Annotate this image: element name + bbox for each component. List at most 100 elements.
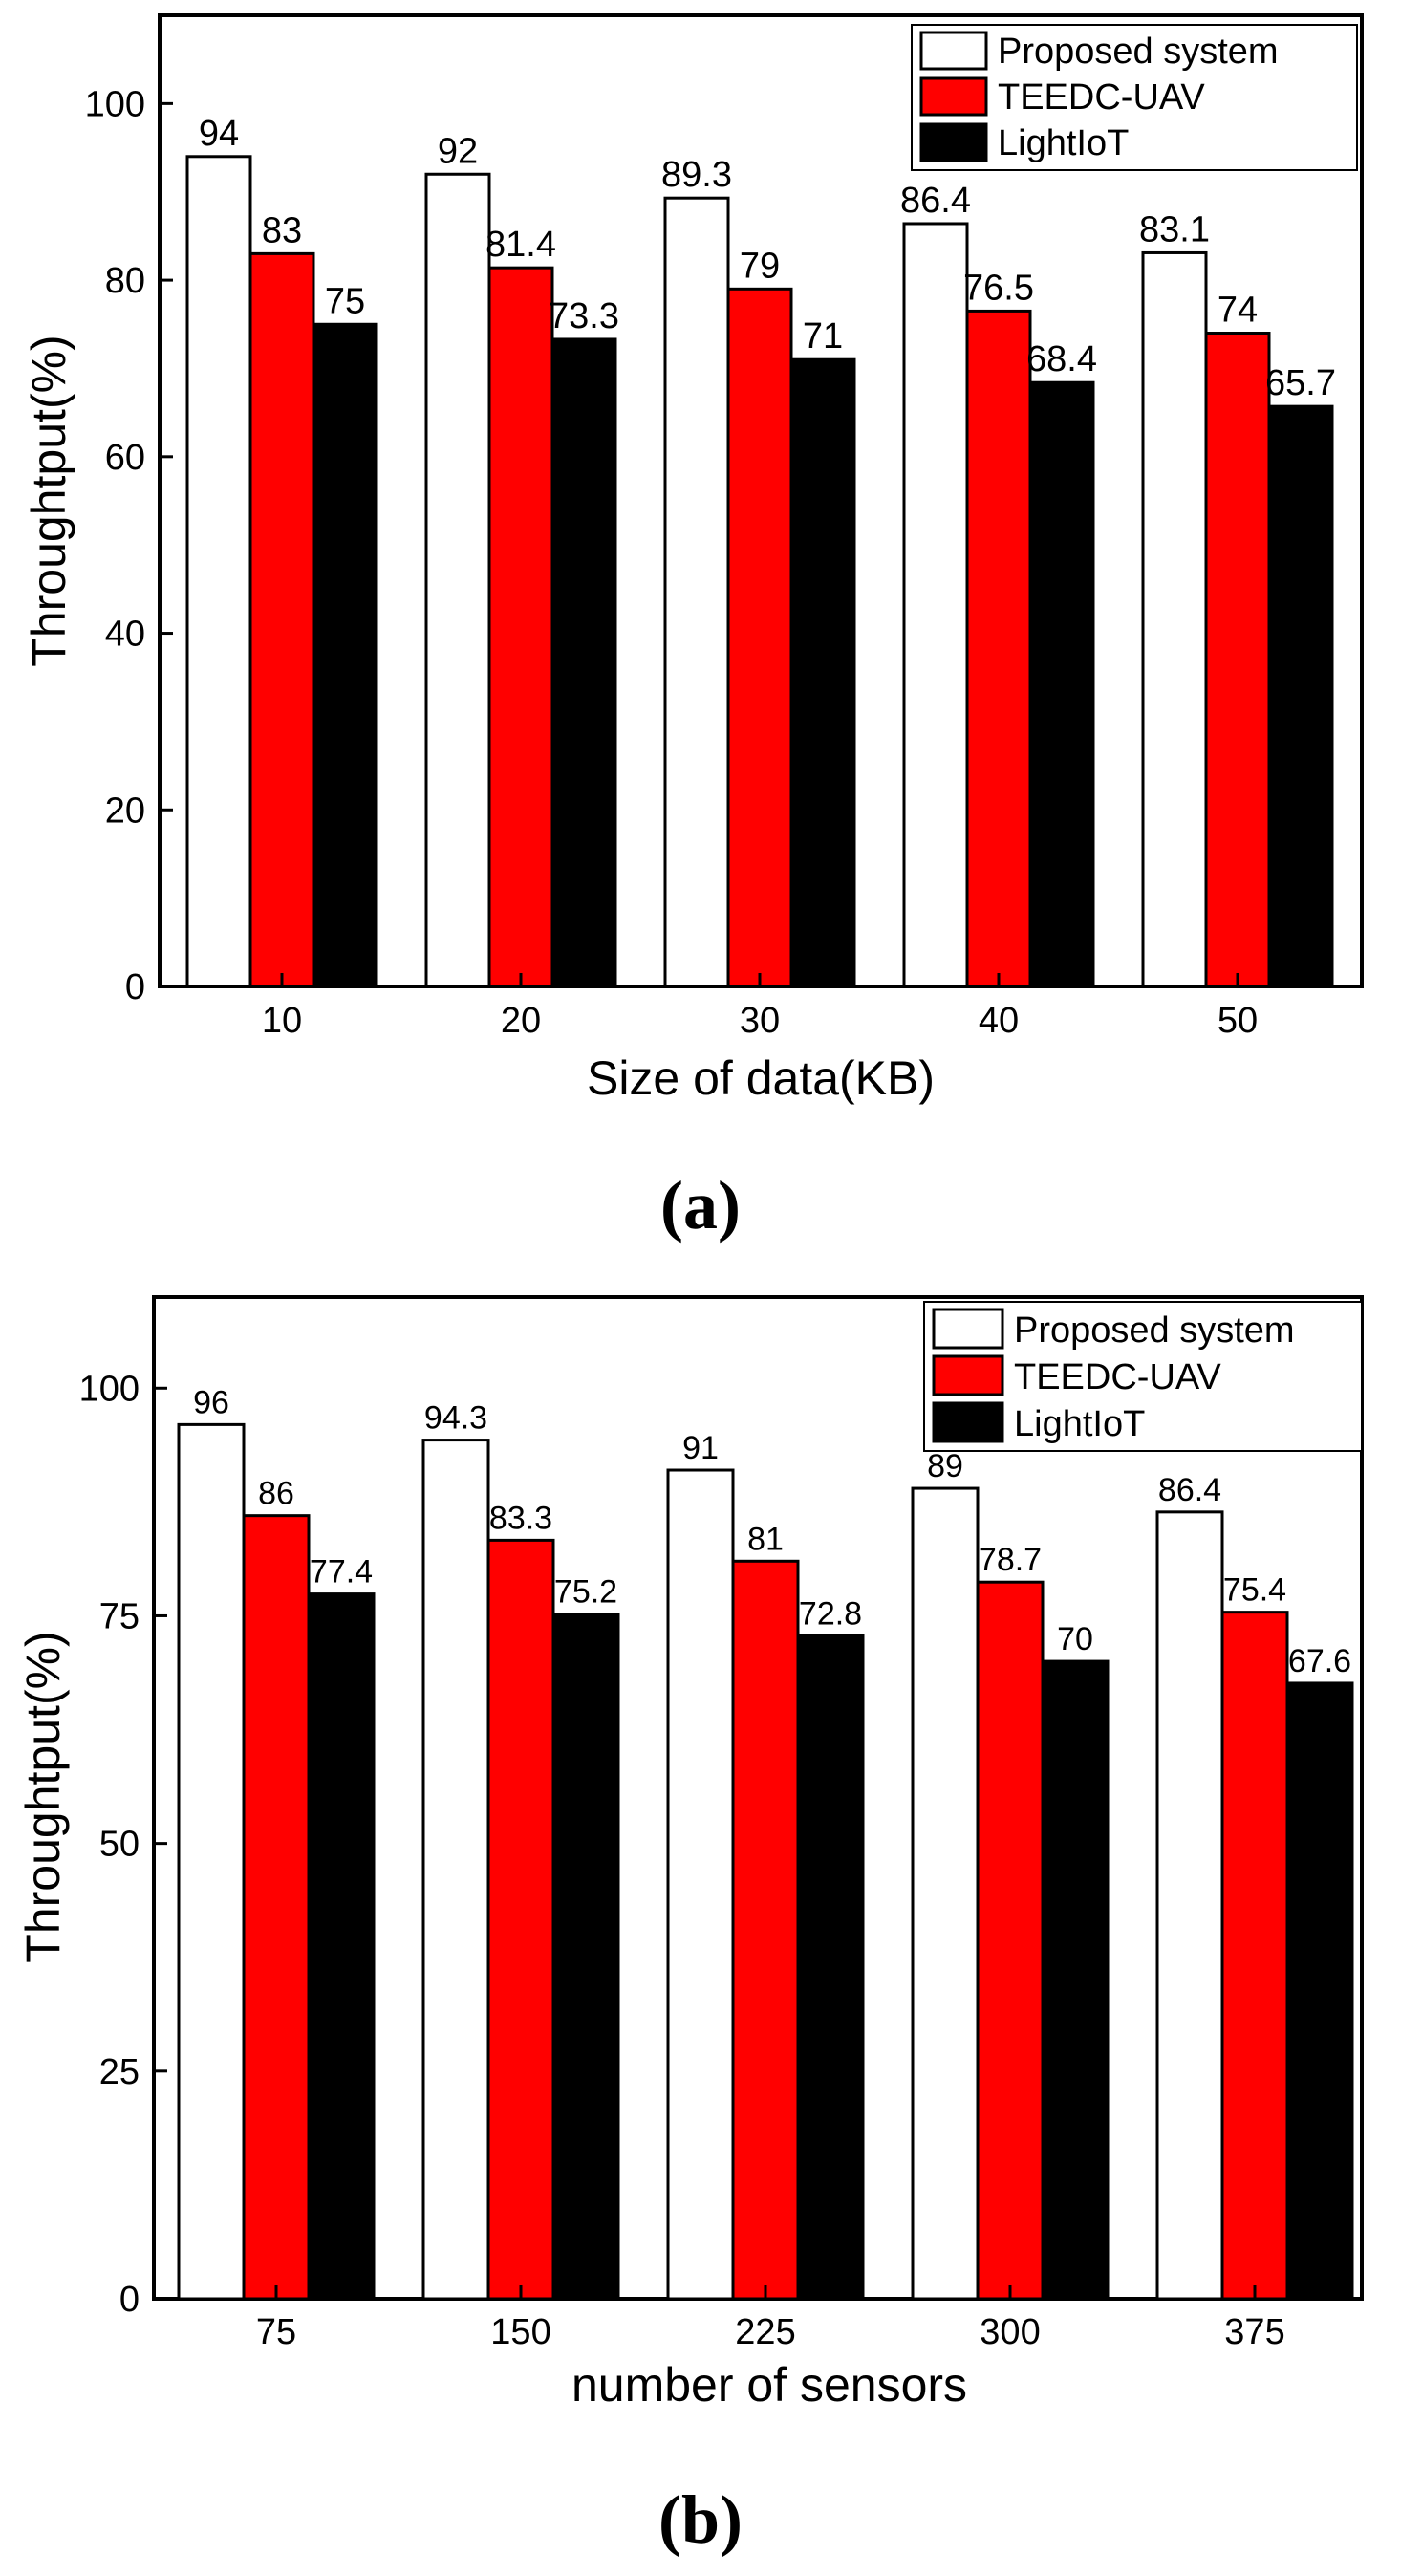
chart-b-y-tick-label: 50 [99, 1825, 140, 1865]
chart-a-plot-area: 94 83 75 92 81.4 73.3 89.3 79 71 86.4 76.5 68.4 83.1… [185, 114, 1336, 988]
chart-b-bar-value-label: 78.7 [979, 1542, 1042, 1578]
chart-b-bar-value-label: 67.6 [1288, 1643, 1351, 1679]
chart-a-bar-lightiot [1267, 404, 1334, 988]
chart-b-x-tick-label: 75 [256, 2312, 296, 2352]
chart-a-x-tick-label: 50 [1218, 1001, 1258, 1041]
chart-a-bar-lightiot [789, 357, 856, 988]
chart-a-bar-proposed-system [1141, 250, 1208, 988]
chart-a-bar-teedc-uav [726, 287, 793, 988]
chart-a-bar-proposed-system [902, 222, 969, 988]
chart-a-bar-value-label: 94 [199, 114, 239, 154]
chart-a-bar-value-label: 65.7 [1265, 363, 1336, 403]
chart-b-bar-proposed-system [421, 1439, 490, 2301]
chart-a-legend-swatch [919, 76, 988, 117]
chart-b-bar-value-label: 81 [747, 1521, 784, 1557]
chart-a-y-tick-label: 60 [105, 438, 145, 478]
chart-a-y-axis-label: Throughtput(%) [22, 335, 75, 666]
chart-b-y-tick-label: 25 [99, 2052, 140, 2092]
chart-b-bar-lightiot [307, 1592, 376, 2301]
chart-a-x-tick-label: 40 [979, 1001, 1019, 1041]
chart-b-y-axis-label: Throughtput(%) [16, 1631, 70, 1962]
chart-b-bar-teedc-uav [976, 1580, 1045, 2301]
chart-a-y-tick-label: 0 [125, 967, 145, 1007]
chart-a-bar-value-label: 73.3 [549, 296, 619, 336]
chart-b-bar-lightiot [1285, 1681, 1354, 2301]
chart-b-x-tick-label: 375 [1224, 2312, 1284, 2352]
chart-b-legend-label: Proposed system [1014, 1310, 1295, 1351]
chart-b-x-tick-label: 225 [735, 2312, 795, 2352]
chart-b-bar-teedc-uav [1220, 1611, 1289, 2301]
chart-b-bar-lightiot [1041, 1659, 1110, 2301]
chart-b-bar-value-label: 86.4 [1158, 1472, 1221, 1508]
chart-b-bar-teedc-uav [242, 1514, 311, 2301]
chart-a-x-tick-label: 30 [740, 1001, 780, 1041]
chart-b-legend-label: LightIoT [1014, 1404, 1145, 1444]
chart-b-bar-proposed-system [1155, 1510, 1224, 2301]
chart-a-legend-label: LightIoT [998, 123, 1129, 163]
chart-b-legend: Proposed system TEEDC-UAV LightIoT [923, 1301, 1363, 1452]
chart-a-bar-value-label: 71 [803, 316, 843, 357]
chart-a-x-tick-label: 20 [501, 1001, 541, 1041]
chart-b-bar-teedc-uav [731, 1559, 800, 2301]
chart-a-x-axis: 10 20 30 40 50 [262, 973, 1258, 1041]
chart-a-x-axis-label: Size of data(KB) [587, 1051, 935, 1105]
chart-b-bar-value-label: 83.3 [489, 1500, 552, 1536]
chart-a-bar-value-label: 75 [325, 281, 365, 321]
chart-b-y-axis: 0 25 50 75 100 [79, 1369, 167, 2320]
chart-b-legend-swatch [932, 1354, 1004, 1396]
chart-b-bar-proposed-system [911, 1486, 980, 2301]
chart-a-bar-lightiot [550, 337, 617, 988]
chart-a-legend-label: TEEDC-UAV [998, 77, 1205, 118]
chart-b-bar-value-label: 72.8 [799, 1595, 862, 1632]
chart-a-bar-lightiot [1028, 380, 1095, 988]
chart-b-y-tick-label: 100 [79, 1369, 140, 1409]
chart-b-bar-value-label: 70 [1057, 1621, 1093, 1657]
chart-a-bar-teedc-uav [248, 251, 315, 988]
chart-a-bar-value-label: 68.4 [1026, 339, 1097, 379]
chart-a-y-axis: 0 20 40 60 80 100 [85, 84, 173, 1007]
chart-b-plot-area: 96 86 77.4 94.3 83.3 75.2 91 81 72.8 89 78.7 70 86.4… [177, 1384, 1354, 2301]
chart-a-bar-value-label: 81.4 [485, 225, 556, 265]
chart-b-bar-value-label: 91 [682, 1430, 719, 1466]
chart-b-bar-lightiot [551, 1613, 620, 2301]
chart-a-bar-value-label: 83 [262, 210, 302, 250]
chart-a-bar-proposed-system [663, 196, 730, 988]
chart-a-bar-value-label: 92 [438, 131, 478, 171]
chart-a-bar-proposed-system [424, 172, 491, 988]
chart-b-bar-teedc-uav [486, 1538, 555, 2301]
chart-b-bar-value-label: 75.2 [554, 1574, 617, 1611]
chart-b-bar-value-label: 96 [193, 1384, 229, 1420]
chart-b-bar-proposed-system [177, 1422, 246, 2301]
chart-a-bar-teedc-uav [487, 266, 554, 988]
chart-b-legend-label: TEEDC-UAV [1014, 1357, 1221, 1397]
chart-b-bar-proposed-system [666, 1468, 735, 2301]
chart-a-bar-lightiot [312, 322, 378, 988]
chart-b-bar-value-label: 94.3 [424, 1400, 487, 1437]
chart-a-x-tick-label: 10 [262, 1001, 302, 1041]
chart-b-bar-value-label: 86 [258, 1476, 294, 1512]
chart-a-legend-swatch [919, 31, 988, 71]
chart-b-x-axis-label: number of sensors [571, 2358, 967, 2412]
chart-a-bar-value-label: 89.3 [661, 155, 732, 195]
chart-a-panel-label: (a) [660, 1167, 741, 1244]
chart-b-bar-value-label: 89 [927, 1448, 963, 1484]
chart-b-x-axis: 75 150 225 300 375 [256, 2285, 1285, 2352]
chart-a-y-tick-label: 20 [105, 790, 145, 831]
chart-b: 0 25 50 75 100 96 86 77.4 94.3 83.3 75.2 91 81 72.8 8… [16, 1295, 1364, 2558]
chart-b-y-tick-label: 0 [119, 2280, 140, 2320]
chart-a-legend-swatch [919, 122, 988, 162]
chart-a: 0 20 40 60 80 100 94 83 75 92 81.4 73.3 89.3 79 71 86.… [22, 13, 1364, 1244]
chart-b-y-tick-label: 75 [99, 1596, 140, 1636]
chart-b-bar-lightiot [796, 1634, 865, 2301]
chart-a-bar-teedc-uav [965, 309, 1032, 988]
chart-a-bar-value-label: 76.5 [963, 268, 1034, 308]
chart-b-legend-swatch [932, 1308, 1004, 1350]
chart-a-y-tick-label: 100 [85, 84, 145, 124]
chart-a-bar-value-label: 79 [740, 246, 780, 286]
chart-a-bar-proposed-system [185, 155, 252, 988]
chart-a-y-tick-label: 40 [105, 615, 145, 655]
chart-a-bar-value-label: 86.4 [900, 181, 971, 221]
chart-b-bar-value-label: 77.4 [310, 1554, 373, 1591]
chart-b-panel-label: (b) [658, 2481, 743, 2558]
